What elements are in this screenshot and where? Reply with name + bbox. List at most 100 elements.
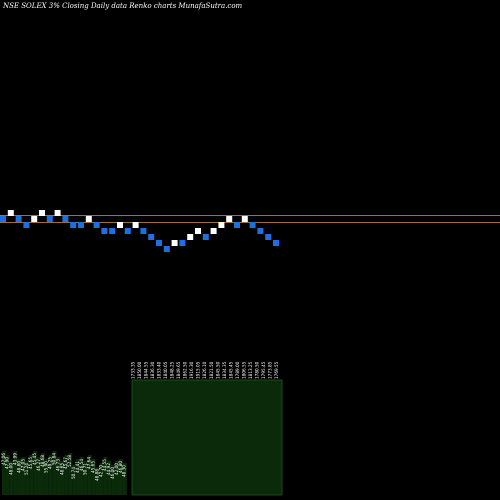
renko-brick-1: [7, 210, 14, 216]
renko-brick-5: [39, 210, 45, 216]
renko-brick-20: [156, 240, 162, 246]
volume-label-10: 48.68: [40, 455, 45, 467]
volume-label-0: 47.06: [1, 453, 6, 465]
renko-brick-4: [31, 216, 38, 222]
renko-brick-33: [257, 228, 264, 234]
renko-brick-12: [93, 222, 100, 228]
volume-label-12: 49.25: [48, 457, 53, 469]
renko-brick-23: [179, 240, 186, 246]
volume-label-3: 43.99: [13, 453, 18, 465]
volume-panel-right: 1733.35 1850.00 1844.55 1836.30 1833.40 1840.…: [131, 361, 283, 496]
renko-brick-13: [101, 228, 108, 234]
volume-bar-24: [95, 467, 100, 495]
volume-right-label-20: 1795.45: [261, 361, 266, 379]
volume-bar-16: [64, 455, 69, 495]
renko-brick-15: [117, 222, 123, 228]
volume-label-4: 48.80: [16, 461, 21, 473]
volume-bar-6: [25, 461, 30, 495]
volume-bar-14: [56, 457, 61, 495]
renko-brick-24: [187, 234, 194, 240]
volume-label-22: 47.64: [87, 457, 92, 469]
volume-right-label-0: 1733.35: [131, 361, 136, 379]
volume-right-label-9: 1916.30: [189, 361, 194, 379]
volume-right-label-15: 1845.45: [228, 361, 233, 379]
volume-bar-21: [83, 461, 88, 495]
volume-label-24: 48.88: [94, 469, 99, 481]
renko-brick-31: [241, 216, 248, 222]
volume-right-label-19: 1780.50: [254, 361, 259, 379]
volume-right-label-22: 1769.55: [274, 361, 279, 379]
volume-bar-28: [111, 465, 116, 495]
volume-bar-29: [115, 461, 119, 495]
volume-bar-19: [76, 459, 80, 495]
renko-brick-21: [163, 246, 170, 252]
volume-right-label-12: 1821.50: [209, 361, 214, 379]
renko-brick-18: [140, 228, 147, 234]
volume-label-21: 50.71: [83, 463, 88, 475]
volume-right-label-21: 1773.85: [267, 361, 272, 379]
volume-bar-20: [80, 457, 84, 495]
volume-bar-9: [37, 457, 41, 495]
volume-label-27: 44.92: [106, 463, 111, 475]
renko-brick-22: [171, 240, 178, 246]
volume-right-label-2: 1844.55: [144, 361, 149, 379]
renko-brick-32: [249, 222, 256, 228]
volume-label-18: 50.74: [71, 467, 76, 479]
volume-bar-31: [122, 463, 127, 495]
volume-bar-4: [17, 459, 22, 495]
volume-bar-23: [91, 459, 96, 495]
renko-brick-11: [85, 216, 92, 222]
volume-bar-15: [60, 461, 65, 495]
volume-block: [131, 379, 283, 496]
volume-label-31: 48.30: [122, 465, 127, 477]
volume-bar-5: [21, 457, 26, 495]
renko-brick-6: [46, 216, 53, 222]
volume-label-16: 45.67: [63, 457, 68, 469]
volume-label-9: 46.27: [36, 459, 41, 471]
renko-brick-35: [273, 240, 279, 246]
renko-brick-19: [148, 234, 155, 240]
volume-label-29: 42.00: [114, 463, 119, 475]
renko-brick-27: [210, 228, 217, 234]
volume-right-label-7: 1849.65: [176, 361, 181, 379]
chart-title: NSE SOLEX 3% Closing Daily data Renko ch…: [2, 2, 243, 10]
volume-label-17: 52.58: [67, 455, 72, 467]
volume-bar-10: [41, 453, 45, 495]
volume-right-label-17: 1806.55: [241, 361, 246, 379]
volume-right-label-5: 1840.05: [163, 361, 168, 379]
volume-bar-8: [33, 451, 38, 495]
volume-label-5: 47.05: [20, 459, 25, 471]
renko-brick-9: [70, 222, 77, 228]
renko-brick-7: [54, 210, 61, 216]
volume-right-label-1: 1850.00: [137, 361, 142, 379]
renko-brick-3: [23, 222, 30, 228]
renko-brick-34: [265, 234, 272, 240]
renko-brick-28: [218, 222, 225, 228]
volume-bar-22: [87, 455, 92, 495]
volume-bar-13: [52, 451, 57, 495]
volume-right-label-6: 1848.25: [170, 361, 175, 379]
volume-right-label-3: 1836.30: [150, 361, 155, 379]
volume-label-19: 44.41: [75, 461, 80, 473]
renko-bricks: [0, 210, 279, 252]
volume-right-label-13: 1845.50: [215, 361, 220, 379]
volume-right-label-10: 1915.05: [196, 361, 201, 379]
volume-label-28: 46.00: [110, 467, 115, 479]
volume-label-30: 46.80: [118, 461, 123, 473]
volume-right-label-18: 1813.25: [248, 361, 253, 379]
volume-bar-2: [9, 461, 14, 495]
volume-bar-1: [5, 455, 10, 495]
volume-label-26: 44.55: [102, 459, 107, 471]
volume-label-2: 48.00: [9, 463, 14, 475]
volume-label-23: 45.65: [91, 461, 96, 473]
renko-brick-8: [62, 216, 69, 222]
volume-bar-12: [48, 455, 53, 495]
renko-brick-25: [195, 228, 201, 234]
volume-bar-17: [68, 453, 73, 495]
volume-bar-26: [103, 457, 108, 495]
volume-label-7: 45.65: [28, 457, 33, 469]
volume-right-label-16: 1789.00: [235, 361, 240, 379]
volume-bar-30: [119, 459, 123, 495]
volume-label-6: 51.24: [24, 463, 29, 475]
